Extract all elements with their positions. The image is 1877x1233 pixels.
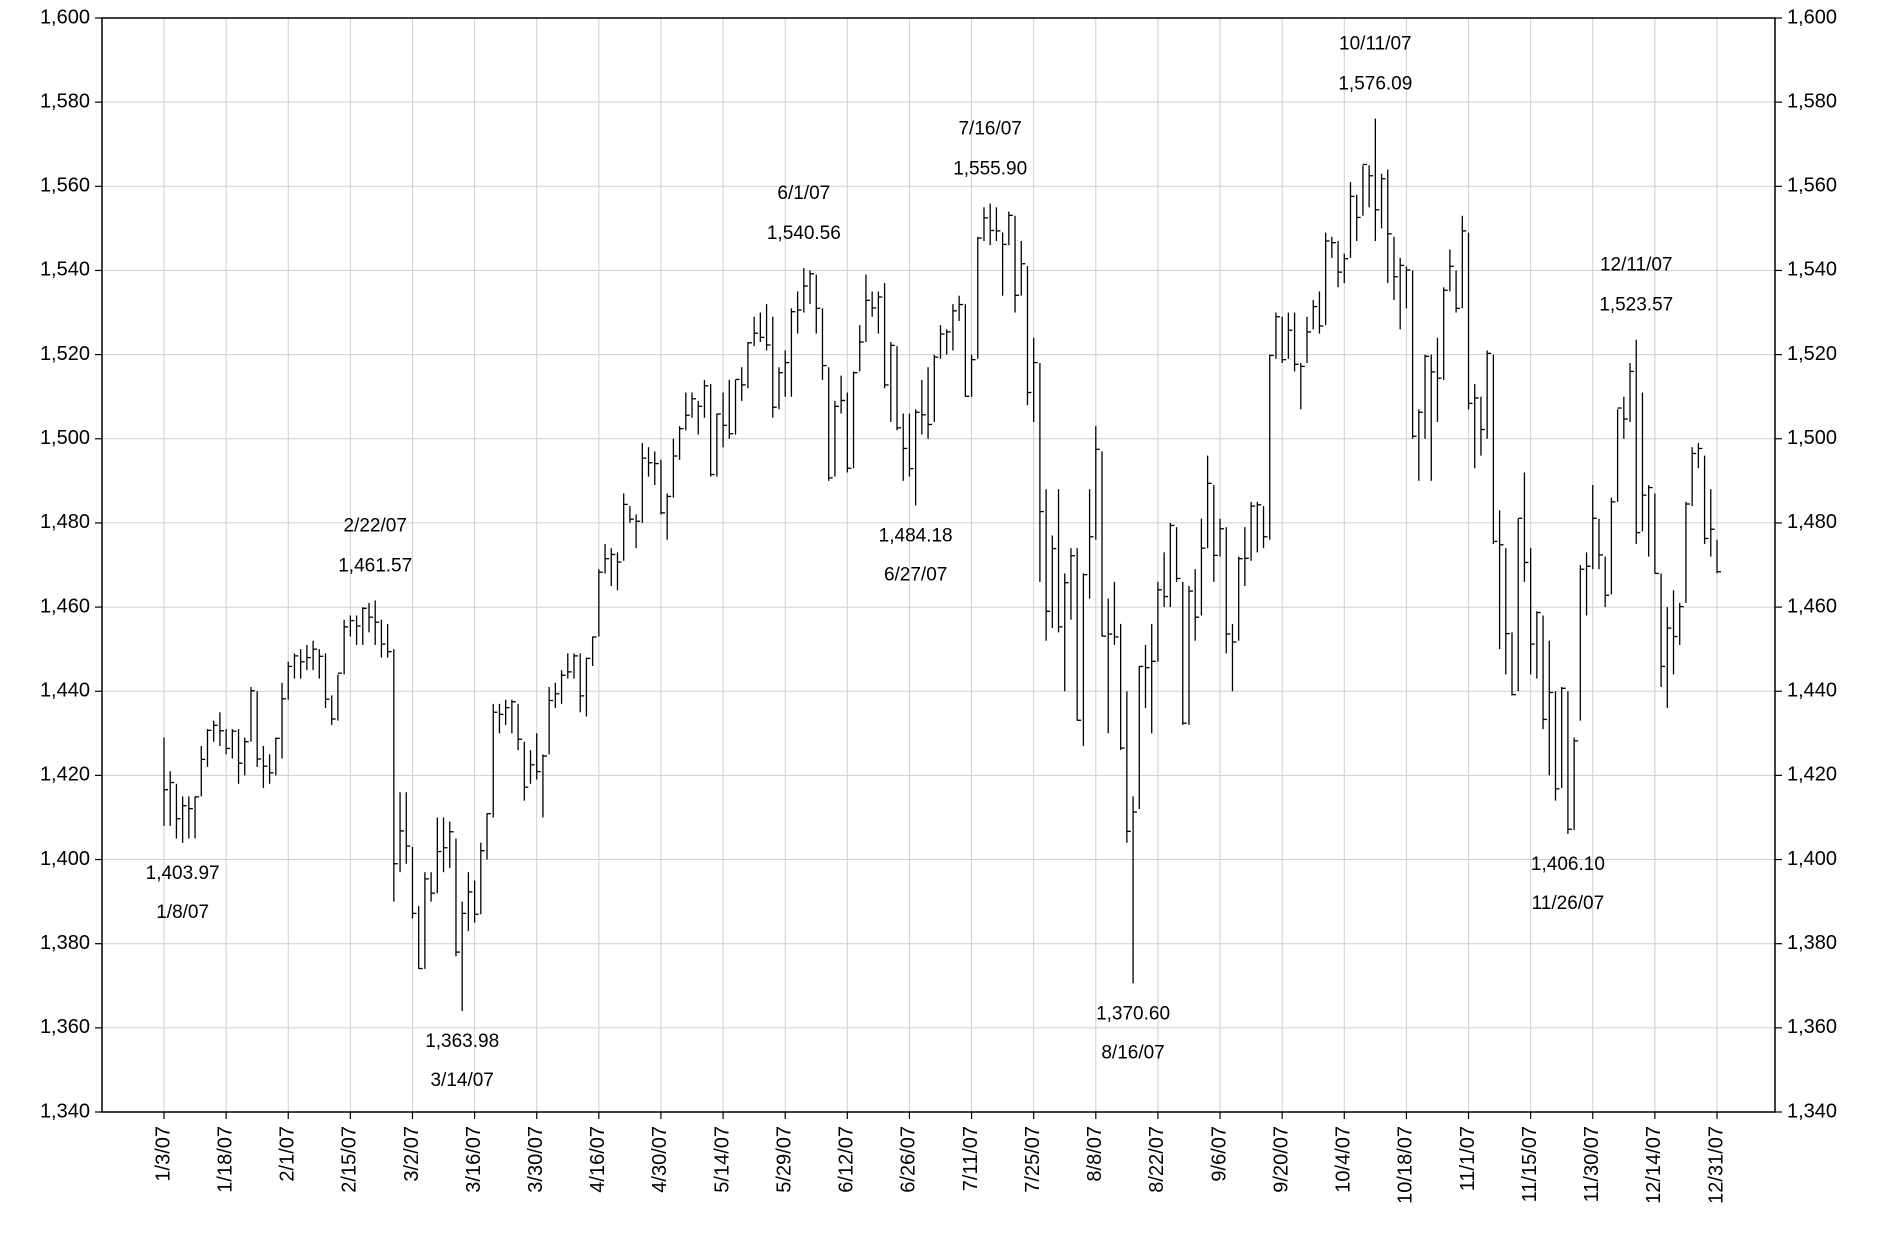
annotation-value: 1,576.09 — [1338, 74, 1412, 95]
x-tick-label: 10/4/07 — [1333, 1126, 1355, 1193]
x-tick-label: 6/26/07 — [898, 1126, 920, 1193]
x-tick-label: 5/14/07 — [711, 1126, 733, 1193]
y-tick-label: 1,460 — [40, 595, 90, 617]
annotation-value: 1,370.60 — [1096, 1003, 1170, 1024]
x-tick-label: 11/1/07 — [1457, 1126, 1479, 1191]
annotation-date: 1/8/07 — [156, 902, 209, 923]
annotation-value: 1,523.57 — [1599, 295, 1673, 316]
y2-tick-label: 1,420 — [1787, 764, 1837, 786]
x-tick-label: 7/11/07 — [960, 1126, 982, 1191]
annotation-value: 1,363.98 — [425, 1031, 499, 1052]
x-tick-label: 11/15/07 — [1519, 1126, 1541, 1202]
y-tick-label: 1,400 — [40, 848, 90, 870]
x-tick-label: 9/6/07 — [1208, 1126, 1230, 1182]
y-tick-label: 1,560 — [40, 175, 90, 197]
y-tick-label: 1,600 — [40, 6, 90, 28]
y-tick-label: 1,380 — [40, 932, 90, 954]
x-tick-label: 11/30/07 — [1581, 1126, 1603, 1202]
y2-tick-label: 1,440 — [1787, 680, 1837, 702]
y2-tick-label: 1,460 — [1787, 595, 1837, 617]
y2-tick-label: 1,480 — [1787, 511, 1837, 533]
y-tick-label: 1,340 — [40, 1100, 90, 1122]
y-tick-label: 1,420 — [40, 764, 90, 786]
y2-tick-label: 1,400 — [1787, 848, 1837, 870]
x-tick-label: 9/20/07 — [1270, 1126, 1292, 1193]
annotation-date: 10/11/07 — [1339, 34, 1412, 55]
annotation-value: 1,403.97 — [146, 863, 220, 884]
x-tick-label: 4/16/07 — [587, 1126, 609, 1193]
annotation-value: 1,406.10 — [1531, 854, 1605, 875]
x-tick-label: 10/18/07 — [1395, 1126, 1417, 1204]
annotation-value: 1,540.56 — [767, 223, 841, 244]
y-tick-label: 1,520 — [40, 343, 90, 365]
y-tick-label: 1,440 — [40, 680, 90, 702]
y-tick-label: 1,480 — [40, 511, 90, 533]
y-tick-label: 1,580 — [40, 90, 90, 112]
annotation-value: 1,461.57 — [338, 555, 412, 576]
y-tick-label: 1,540 — [40, 259, 90, 281]
annotation-date: 12/11/07 — [1600, 255, 1673, 276]
x-tick-label: 8/22/07 — [1146, 1126, 1168, 1193]
x-tick-label: 3/30/07 — [525, 1126, 547, 1193]
annotation-value: 1,555.90 — [953, 159, 1027, 180]
y2-tick-label: 1,500 — [1787, 427, 1837, 449]
y2-tick-label: 1,600 — [1787, 6, 1837, 28]
annotation-date: 2/22/07 — [344, 515, 407, 536]
x-tick-label: 1/3/07 — [152, 1126, 174, 1182]
annotation-date: 6/1/07 — [777, 183, 830, 204]
y2-tick-label: 1,580 — [1787, 90, 1837, 112]
x-tick-label: 6/12/07 — [836, 1126, 858, 1193]
x-tick-label: 2/1/07 — [277, 1126, 299, 1182]
x-tick-label: 8/8/07 — [1084, 1126, 1106, 1182]
x-tick-label: 1/18/07 — [214, 1126, 236, 1193]
annotation-value: 1,484.18 — [879, 525, 953, 546]
x-tick-label: 5/29/07 — [773, 1126, 795, 1193]
y-tick-label: 1,500 — [40, 427, 90, 449]
annotation-date: 7/16/07 — [958, 119, 1021, 140]
x-tick-label: 12/14/07 — [1643, 1126, 1665, 1204]
y2-tick-label: 1,540 — [1787, 259, 1837, 281]
y2-tick-label: 1,380 — [1787, 932, 1837, 954]
x-tick-label: 7/25/07 — [1022, 1126, 1044, 1193]
plot-frame — [101, 17, 1776, 1113]
y2-tick-label: 1,360 — [1787, 1016, 1837, 1038]
y2-tick-label: 1,560 — [1787, 175, 1837, 197]
annotation-date: 3/14/07 — [430, 1070, 493, 1091]
annotation-date: 11/26/07 — [1532, 893, 1605, 914]
x-tick-label: 12/31/07 — [1705, 1126, 1727, 1204]
y-tick-label: 1,360 — [40, 1016, 90, 1038]
x-tick-label: 3/16/07 — [463, 1126, 485, 1193]
x-tick-label: 4/30/07 — [649, 1126, 671, 1193]
y2-tick-label: 1,520 — [1787, 343, 1837, 365]
annotation-date: 6/27/07 — [884, 564, 947, 585]
x-tick-label: 3/2/07 — [401, 1126, 423, 1182]
annotation-date: 8/16/07 — [1101, 1042, 1164, 1063]
y2-tick-label: 1,340 — [1787, 1100, 1837, 1122]
x-tick-label: 2/15/07 — [339, 1126, 361, 1193]
